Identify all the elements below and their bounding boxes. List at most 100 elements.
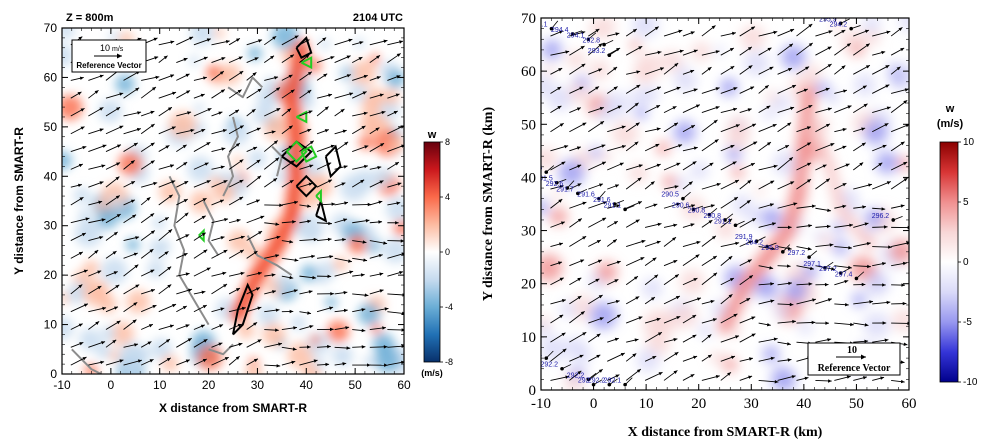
station-temperature: 291.6 bbox=[577, 192, 595, 199]
right-colorbar-title: w bbox=[945, 103, 955, 115]
station-temperature: 294.1 bbox=[567, 32, 585, 39]
station-temperature: 291.6 bbox=[593, 197, 611, 204]
station-temperature: 291.7 bbox=[556, 186, 574, 193]
station-temperature: 292.1 bbox=[604, 378, 622, 385]
station-temperature: 292.2 bbox=[588, 378, 606, 385]
y-tick-label: 10 bbox=[44, 318, 58, 332]
y-tick-label: 10 bbox=[521, 330, 536, 346]
station-temperature: 296.8 bbox=[761, 245, 779, 252]
left-title-level: Z = 800m bbox=[66, 12, 114, 24]
y-tick-label: 40 bbox=[44, 169, 58, 183]
colorbar-tick-label: 4 bbox=[445, 192, 450, 202]
colorbar-tick-label: 5 bbox=[963, 197, 969, 208]
y-tick-label: 30 bbox=[521, 224, 536, 240]
right-reference-vector: 10 Reference Vector bbox=[807, 342, 901, 376]
y-tick-label: 50 bbox=[44, 120, 58, 134]
y-tick-label: 0 bbox=[529, 383, 537, 399]
colorbar-tick-label: 10 bbox=[963, 137, 975, 148]
right-x-axis-label: X distance from SMART-R (km) bbox=[628, 425, 823, 440]
right-ref-value: 10 bbox=[847, 345, 857, 356]
x-tick-label: 20 bbox=[202, 378, 216, 392]
station-temperature: 294.1 bbox=[530, 22, 548, 29]
station-temperature: 291.1 bbox=[604, 202, 622, 209]
station-temperature: 296.2 bbox=[872, 213, 890, 220]
station-temperature: 292.2 bbox=[567, 372, 585, 379]
x-tick-label: 50 bbox=[849, 396, 864, 412]
right-surface-stations: 294.1294.4294.1292.8293.2295.9294.2291.5… bbox=[525, 16, 903, 387]
station-temperature: 293.2 bbox=[588, 48, 606, 55]
right-y-axis-label: Y distance from SMART-R (km) bbox=[481, 107, 496, 302]
left-ref-value: 10 bbox=[100, 43, 110, 53]
station-temperature: 294.4 bbox=[551, 27, 569, 34]
station-temperature: 297.2 bbox=[788, 250, 806, 257]
station-temperature: 297.4 bbox=[835, 271, 853, 278]
y-tick-label: 20 bbox=[44, 268, 58, 282]
station-temperature: 295.9 bbox=[819, 16, 837, 23]
y-tick-label: 70 bbox=[44, 21, 58, 35]
station-temperature: 292.2 bbox=[540, 362, 558, 369]
station-temperature: 290.6 bbox=[672, 202, 690, 209]
x-tick-label: 50 bbox=[348, 378, 362, 392]
x-tick-label: 20 bbox=[691, 396, 706, 412]
x-tick-label: -10 bbox=[53, 378, 71, 392]
y-tick-label: 60 bbox=[44, 70, 58, 84]
station-temperature: 291.5 bbox=[525, 165, 543, 172]
left-reference-vector: 10 m/s Reference Vector bbox=[71, 39, 147, 73]
left-wind-vectors bbox=[70, 35, 404, 368]
station-temperature: 290.5 bbox=[661, 192, 679, 199]
station-temperature: 292.6 bbox=[546, 181, 564, 188]
station-temperature: 291.1 bbox=[714, 218, 732, 225]
y-tick-label: 70 bbox=[521, 11, 536, 27]
x-tick-label: 10 bbox=[153, 378, 167, 392]
left-colorbar-unit: (m/s) bbox=[421, 368, 443, 378]
colorbar-tick-label: 0 bbox=[445, 247, 450, 257]
x-tick-label: 30 bbox=[744, 396, 759, 412]
left-x-axis-label: X distance from SMART-R bbox=[159, 401, 307, 415]
x-tick-label: 40 bbox=[796, 396, 811, 412]
right-colorbar-unit: (m/s) bbox=[937, 118, 964, 130]
left-colorbar-title: w bbox=[427, 129, 437, 141]
colorbar-tick-label: 0 bbox=[963, 257, 969, 268]
colorbar-tick-label: -5 bbox=[963, 317, 972, 328]
right-ref-caption: Reference Vector bbox=[818, 363, 891, 374]
x-tick-label: -10 bbox=[531, 396, 551, 412]
colorbar-tick-label: -8 bbox=[445, 357, 453, 367]
left-ref-caption: Reference Vector bbox=[76, 61, 141, 70]
colorbar-tick-label: 8 bbox=[445, 137, 450, 147]
station-temperature: 292 bbox=[578, 378, 590, 385]
right-colorbar: w (m/s) 10 5 0 -5 -10 bbox=[937, 103, 978, 388]
y-tick-label: 40 bbox=[521, 170, 536, 186]
y-tick-label: 30 bbox=[44, 219, 58, 233]
station-temperature: 294.2 bbox=[830, 22, 848, 29]
station-temperature: 291.5 bbox=[535, 176, 553, 183]
y-tick-label: 50 bbox=[521, 117, 536, 133]
x-tick-label: 60 bbox=[902, 396, 917, 412]
left-colorbar: w 8 4 0 -4 -8 (m/s) bbox=[421, 129, 453, 378]
y-tick-label: 20 bbox=[521, 277, 536, 293]
y-tick-label: 0 bbox=[50, 367, 57, 381]
colorbar-tick-label: -10 bbox=[963, 377, 978, 388]
station-temperature: 297.2 bbox=[819, 266, 837, 273]
x-tick-label: 10 bbox=[639, 396, 654, 412]
left-ref-unit: m/s bbox=[112, 46, 124, 53]
x-tick-label: 60 bbox=[397, 378, 411, 392]
station-temperature: 292.8 bbox=[583, 38, 601, 45]
station-temperature: 297.1 bbox=[803, 261, 821, 268]
station-temperature: 290.8 bbox=[703, 213, 721, 220]
x-tick-label: 40 bbox=[300, 378, 314, 392]
station-temperature: 294.2 bbox=[746, 240, 764, 247]
left-y-axis-label: Y distance from SMART-R bbox=[12, 127, 26, 275]
x-tick-label: 30 bbox=[251, 378, 265, 392]
station-temperature: 291.9 bbox=[735, 234, 753, 241]
right-plot-frame bbox=[540, 17, 910, 391]
left-title-time: 2104 UTC bbox=[353, 12, 403, 24]
colorbar-tick-label: -4 bbox=[445, 302, 453, 312]
x-tick-label: 0 bbox=[108, 378, 115, 392]
station-temperature: 292.1 bbox=[525, 351, 543, 358]
right-panel: 294.1294.4294.1292.8293.2295.9294.2291.5… bbox=[481, 11, 978, 440]
x-tick-label: 0 bbox=[590, 396, 598, 412]
